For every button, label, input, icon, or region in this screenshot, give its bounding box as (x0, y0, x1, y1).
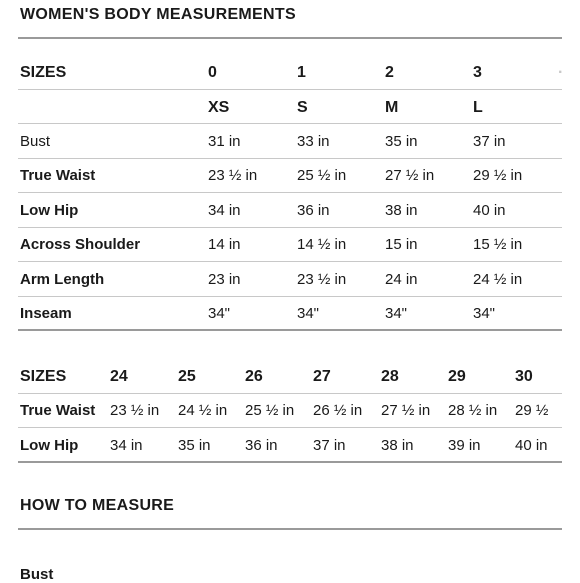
title-divider (18, 37, 562, 39)
row-divider (18, 192, 562, 193)
measure-item-bust: Bust (20, 566, 54, 583)
table-bottom-divider (18, 329, 562, 331)
table-cell: 29 ½ (515, 402, 549, 419)
size-header-25: 25 (178, 368, 196, 385)
row-divider (18, 393, 562, 394)
page-title: WOMEN'S BODY MEASUREMENTS (20, 6, 296, 23)
table-cell: 35 in (178, 437, 211, 454)
table-cell: 39 in (448, 437, 481, 454)
table-cell: 29 ½ in (473, 167, 523, 184)
table-cell: 23 ½ in (208, 167, 258, 184)
table-cell: 33 in (297, 133, 330, 150)
table-cell: 14 ½ in (297, 236, 347, 253)
table-cell: 38 in (385, 202, 418, 219)
row-label-inseam: Inseam (20, 305, 72, 322)
table-cell: 38 in (381, 437, 414, 454)
table-cell: 24 ½ in (473, 271, 523, 288)
size-header-0: 0 (208, 64, 217, 81)
table-cell: 36 in (297, 202, 330, 219)
letter-size-0: XS (208, 99, 230, 116)
table-cell: 26 ½ in (313, 402, 363, 419)
how-to-measure-title: HOW TO MEASURE (20, 497, 175, 514)
table-cell: 40 in (473, 202, 506, 219)
table-cell: 27 ½ in (385, 167, 435, 184)
table-cell: 34 in (110, 437, 143, 454)
table-cell: 34" (385, 305, 408, 322)
table-cell: 15 in (385, 236, 418, 253)
row-label-low-hip: Low Hip (20, 437, 79, 454)
row-label-true-waist: True Waist (20, 167, 96, 184)
section-divider (18, 528, 562, 530)
table-cell: 15 ½ in (473, 236, 523, 253)
row-divider (18, 296, 562, 297)
table-cell: 24 in (385, 271, 418, 288)
letter-size-1: S (297, 99, 308, 116)
table-cell: 14 in (208, 236, 241, 253)
table-cell: 35 in (385, 133, 418, 150)
letter-size-3: L (473, 99, 483, 116)
row-label-bust: Bust (20, 133, 51, 150)
size-header-26: 26 (245, 368, 263, 385)
row-label-across-shoulder: Across Shoulder (20, 236, 141, 253)
table-cell: 34" (473, 305, 496, 322)
sizes-header-label: SIZES (20, 368, 67, 385)
size-header-30: 30 (515, 368, 533, 385)
row-divider (18, 427, 562, 428)
table-cell: 34" (297, 305, 320, 322)
size-header-27: 27 (313, 368, 331, 385)
row-divider (18, 158, 562, 159)
table-cell: 28 ½ in (448, 402, 498, 419)
table-cell: 25 ½ in (297, 167, 347, 184)
row-divider (18, 89, 562, 90)
row-label-true-waist: True Waist (20, 402, 96, 419)
table-cell: 37 in (313, 437, 346, 454)
table-cell: 23 ½ in (297, 271, 347, 288)
table-bottom-divider (18, 461, 562, 463)
sizes-header-label: SIZES (20, 64, 67, 81)
table-cell: 24 ½ in (178, 402, 228, 419)
table-cell: 27 ½ in (381, 402, 431, 419)
row-divider (18, 227, 562, 228)
table-cell: 37 in (473, 133, 506, 150)
row-divider (18, 123, 562, 124)
size-header-24: 24 (110, 368, 128, 385)
table-cell: 23 ½ in (110, 402, 160, 419)
table-cell: 34 in (208, 202, 241, 219)
table-cell: 34" (208, 305, 231, 322)
row-label-arm-length: Arm Length (20, 271, 105, 288)
size-header-1: 1 (297, 64, 306, 81)
size-header-3: 3 (473, 64, 482, 81)
letter-size-2: M (385, 99, 399, 116)
table-cell: 36 in (245, 437, 278, 454)
row-divider (18, 261, 562, 262)
size-header-overflow-hint: · (558, 64, 564, 81)
size-header-29: 29 (448, 368, 466, 385)
row-label-low-hip: Low Hip (20, 202, 79, 219)
size-header-28: 28 (381, 368, 399, 385)
size-header-2: 2 (385, 64, 394, 81)
table-cell: 25 ½ in (245, 402, 295, 419)
table-cell: 40 in (515, 437, 548, 454)
table-cell: 31 in (208, 133, 241, 150)
table-cell: 23 in (208, 271, 241, 288)
